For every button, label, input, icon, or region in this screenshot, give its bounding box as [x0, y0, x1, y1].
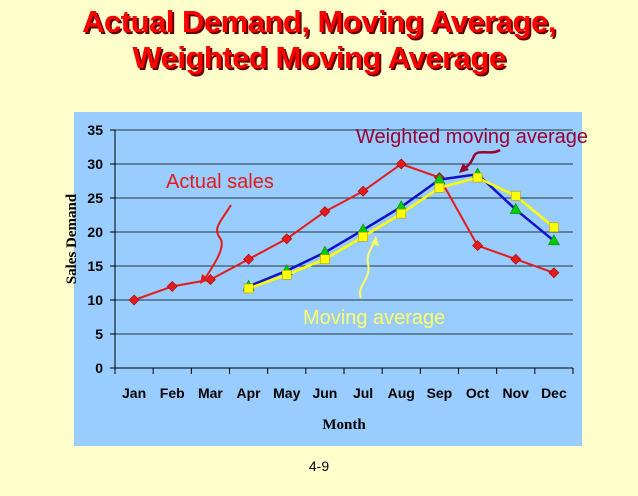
data-point-weighted-moving-average-may: [281, 270, 292, 280]
annotation-arrowhead-moving-average: [371, 236, 379, 246]
slide-number: 4-9: [308, 458, 330, 474]
data-point-actual-sales-nov: [510, 253, 522, 265]
x-tick-label-jul: Jul: [353, 385, 373, 401]
annotation-arrow-moving-average: [359, 239, 376, 299]
slide-title: Actual Demand, Moving Average, Weighted …: [0, 4, 638, 76]
data-point-actual-sales-jun: [319, 206, 331, 218]
data-point-actual-sales-jul: [357, 185, 369, 197]
y-tick-label-30: 30: [87, 156, 103, 172]
x-tick-label-nov: Nov: [503, 385, 530, 401]
annotation-weighted-moving-average: Weighted moving average: [356, 126, 588, 148]
y-tick-label-15: 15: [87, 258, 103, 274]
x-tick-label-jan: Jan: [122, 385, 146, 401]
x-tick-label-mar: Mar: [198, 385, 223, 401]
y-tick-label-20: 20: [87, 224, 103, 240]
chart-area: [74, 112, 582, 446]
data-point-weighted-moving-average-nov: [510, 191, 521, 201]
data-point-weighted-moving-average-jul: [358, 231, 368, 242]
data-point-actual-sales-aug: [395, 158, 407, 170]
x-axis-title: Month: [322, 417, 366, 433]
y-tick-label-5: 5: [95, 326, 103, 342]
annotation-arrowhead-weighted-moving-average: [459, 163, 469, 173]
y-tick-label-10: 10: [87, 292, 103, 308]
y-tick-label-35: 35: [87, 122, 103, 138]
x-tick-label-dec: Dec: [541, 385, 567, 401]
x-tick-label-sep: Sep: [427, 385, 453, 401]
data-point-moving-average-nov: [509, 202, 522, 214]
data-point-weighted-moving-average-sep: [434, 183, 445, 193]
annotation-actual-sales: Actual sales: [166, 171, 274, 193]
x-tick-label-may: May: [273, 385, 300, 401]
annotation-arrow-weighted-moving-average: [463, 148, 501, 170]
data-point-actual-sales-jan: [128, 294, 140, 306]
x-tick-label-feb: Feb: [160, 385, 185, 401]
slide-title-line-1: Actual Demand, Moving Average,: [82, 4, 556, 39]
data-point-weighted-moving-average-aug: [396, 208, 407, 219]
y-axis-title: Sales Demand: [64, 193, 80, 284]
y-tick-label-0: 0: [95, 360, 103, 376]
annotation-moving-average: Moving average: [303, 307, 445, 329]
x-tick-label-aug: Aug: [388, 385, 415, 401]
data-point-actual-sales-feb: [166, 280, 178, 292]
data-point-actual-sales-may: [281, 233, 293, 245]
slide-title-line-2: Weighted Moving Average: [132, 40, 506, 75]
x-tick-label-oct: Oct: [466, 385, 490, 401]
x-tick-label-jun: Jun: [312, 385, 337, 401]
x-tick-label-apr: Apr: [237, 385, 262, 401]
data-point-weighted-moving-average-oct: [472, 172, 483, 183]
data-point-weighted-moving-average-dec: [549, 222, 559, 233]
data-point-moving-average-dec: [547, 234, 560, 246]
annotation-arrow-actual-sales: [203, 204, 232, 281]
data-point-actual-sales-oct: [472, 240, 484, 252]
y-tick-label-25: 25: [87, 190, 103, 206]
data-point-weighted-moving-average-jun: [320, 254, 330, 264]
data-point-weighted-moving-average-apr: [243, 283, 254, 294]
data-point-actual-sales-dec: [548, 267, 560, 279]
annotation-arrowhead-actual-sales: [200, 274, 209, 284]
data-point-actual-sales-apr: [243, 253, 255, 265]
